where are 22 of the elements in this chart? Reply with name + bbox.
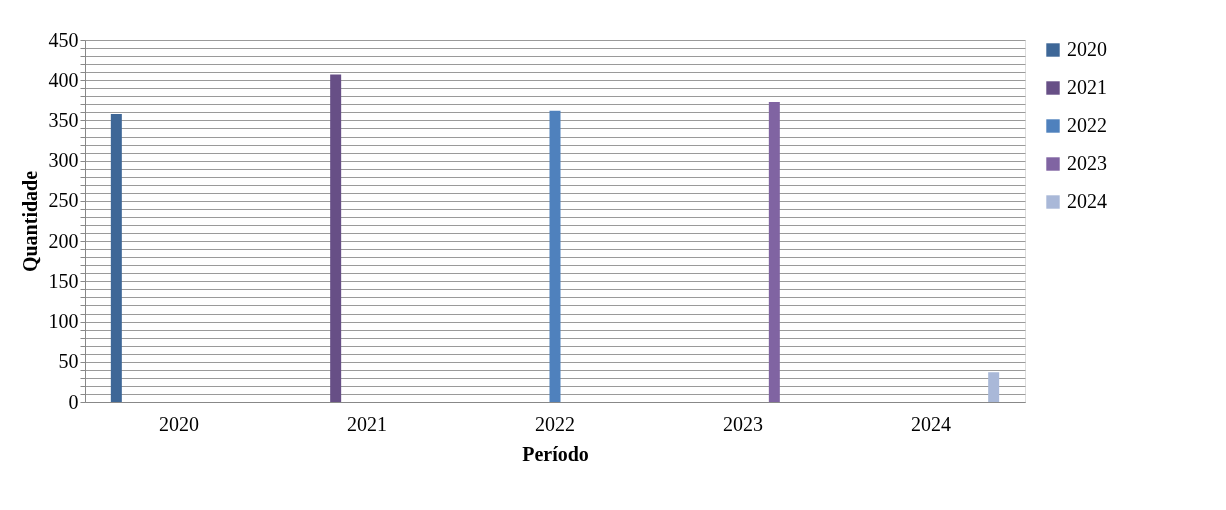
legend-label: 2022 [1067,114,1107,136]
legend-label: 2023 [1067,152,1107,174]
x-axis-title: Período [522,442,589,465]
y-tick-label: 50 [58,350,79,373]
y-tick-label: 250 [48,189,79,212]
y-tick-label: 100 [48,310,79,333]
legend-label: 2021 [1067,76,1107,98]
y-tick-label: 200 [48,229,79,252]
x-tick-label: 2022 [535,412,575,435]
legend-label: 2024 [1067,190,1107,212]
y-tick-label: 0 [68,390,79,413]
x-tick-label: 2023 [723,412,763,435]
y-tick-label: 400 [48,68,79,91]
x-tick-label: 2021 [347,412,387,435]
y-tick-label: 450 [48,28,79,51]
x-tick-label: 2024 [911,412,951,435]
x-tick-label: 2020 [159,412,199,435]
y-tick-label: 350 [48,108,79,131]
y-axis-title: Quantidade [18,170,41,273]
y-tick-label: 150 [48,269,79,292]
legend-label: 2020 [1067,38,1107,60]
y-tick-label: 300 [48,149,79,172]
